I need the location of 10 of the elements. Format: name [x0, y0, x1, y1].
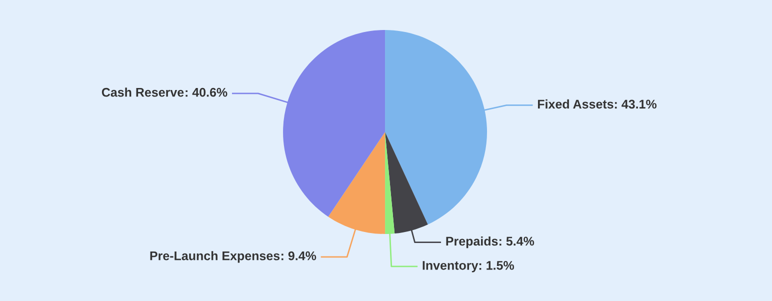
data-label: : 40.6% [186, 88, 228, 97]
slice-label: Prepaids [446, 236, 498, 248]
slice-label: Cash Reserve [102, 88, 184, 97]
data-label: : 5.4% [500, 236, 534, 246]
data-label: : 43.1% [614, 100, 657, 109]
slice-label: Fixed Assets [538, 99, 614, 109]
slice-label: Pre-Launch Expenses [150, 251, 280, 263]
slice-label: Inventory [422, 261, 478, 272]
data-label: : 1.5% [479, 261, 514, 270]
data-label: : 9.4% [282, 251, 316, 260]
